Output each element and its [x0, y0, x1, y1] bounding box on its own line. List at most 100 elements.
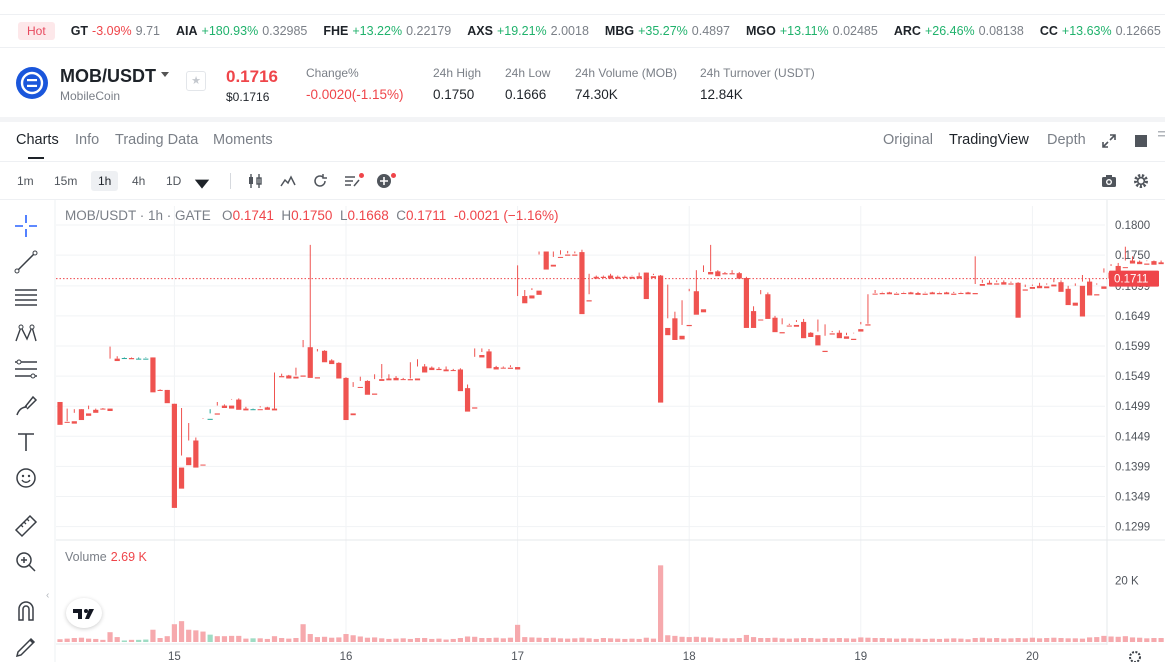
time-tick-label: 20: [1026, 651, 1039, 662]
settings-gear-icon[interactable]: [1132, 172, 1150, 190]
interval-1m[interactable]: 1m: [17, 174, 34, 188]
volume-bar: [1044, 638, 1050, 642]
volume-bar: [851, 638, 857, 642]
candle-type-icon[interactable]: [246, 172, 264, 190]
replay-icon[interactable]: [311, 172, 329, 190]
ticker-item[interactable]: FHE +13.22% 0.22179: [323, 24, 451, 38]
ticker-change: +13.11%: [779, 24, 829, 38]
hot-label[interactable]: Hot: [18, 22, 55, 40]
stat-value: 74.30K: [575, 87, 618, 102]
volume-bar: [293, 638, 299, 642]
volume-bar: [865, 637, 871, 642]
volume-bar: [779, 638, 785, 642]
ticker-symbol: MGO: [746, 24, 776, 38]
candle-body: [93, 409, 99, 413]
candle-body: [708, 271, 714, 275]
volume-bar: [600, 638, 606, 642]
volume-bar: [793, 638, 800, 642]
brush-icon[interactable]: [13, 393, 39, 419]
layout-single-icon[interactable]: [1134, 134, 1148, 148]
alerts-icon[interactable]: [343, 172, 361, 190]
time-tick-label: 15: [168, 651, 181, 662]
candle-body: [722, 273, 728, 275]
time-tick-label: 16: [340, 651, 353, 662]
candle-body: [579, 252, 585, 315]
emoji-icon[interactable]: [13, 465, 39, 491]
candle-body: [879, 293, 885, 295]
ticker-item[interactable]: GT -3.09% 9.71: [71, 24, 160, 38]
fullscreen-icon[interactable]: [1102, 134, 1116, 148]
ticker-price: 0.02485: [832, 24, 878, 38]
indicators-icon[interactable]: [279, 172, 297, 190]
volume-bar: [808, 638, 814, 642]
tab-moments[interactable]: Moments: [213, 132, 273, 148]
ticker-item[interactable]: ARC +26.46% 0.08138: [894, 24, 1024, 38]
tab-charts[interactable]: Charts: [16, 132, 59, 148]
candle-body: [1094, 294, 1100, 296]
volume-bar: [679, 636, 685, 642]
horizontal-lines-icon[interactable]: [13, 285, 39, 311]
notification-dot: [359, 173, 364, 178]
tab-info[interactable]: Info: [75, 132, 100, 148]
fib-retracement-icon[interactable]: [13, 357, 39, 383]
ticker-symbol: MBG: [604, 24, 635, 38]
candle-body: [1001, 282, 1007, 285]
magnet-icon[interactable]: [13, 598, 39, 624]
pattern-icon[interactable]: [13, 321, 39, 347]
pair-name[interactable]: MOB/USDT: [60, 66, 156, 86]
ticker-change: +19.21%: [496, 24, 547, 38]
tradingview-logo-icon[interactable]: [66, 598, 102, 628]
candle-body: [944, 292, 950, 295]
candle-body: [622, 276, 628, 278]
volume-bar: [1015, 638, 1021, 642]
ruler-icon[interactable]: [13, 513, 39, 539]
candle-body: [1087, 281, 1093, 296]
interval-1d[interactable]: 1D: [166, 174, 182, 188]
lock-drawing-icon[interactable]: [13, 634, 39, 660]
favorite-star-icon[interactable]: ★: [186, 71, 206, 91]
interval-4h[interactable]: 4h: [132, 174, 146, 188]
trend-line-icon[interactable]: [13, 249, 39, 275]
collapse-toolbar-icon[interactable]: ‹: [46, 590, 50, 601]
ticker-item[interactable]: MBG +35.27% 0.4897: [605, 24, 730, 38]
interval-1h[interactable]: 1h: [91, 171, 119, 191]
pair-dropdown-icon[interactable]: [161, 72, 169, 77]
volume-bar: [1129, 637, 1136, 642]
candle-body: [128, 358, 135, 360]
volume-bar: [822, 638, 828, 642]
interval-15m[interactable]: 15m: [54, 174, 78, 188]
zoom-in-icon[interactable]: [13, 549, 39, 575]
ticker-change: -3.09%: [92, 24, 132, 38]
candle-body: [565, 254, 571, 256]
layout-list-icon[interactable]: [1157, 130, 1165, 142]
add-icon[interactable]: [375, 172, 393, 190]
view-depth[interactable]: Depth: [1047, 132, 1086, 148]
volume-bar: [1029, 637, 1035, 642]
ticker-item[interactable]: AIA +180.93% 0.32985: [176, 24, 307, 38]
candle-body: [114, 358, 120, 362]
view-original[interactable]: Original: [883, 132, 933, 148]
ticker-change: +26.46%: [924, 24, 975, 38]
timezone-settings-icon[interactable]: [1127, 648, 1143, 662]
tab-trading-data[interactable]: Trading Data: [115, 132, 199, 148]
view-tradingview[interactable]: TradingView: [949, 132, 1029, 148]
ticker-item[interactable]: MGO +13.11% 0.02485: [746, 24, 878, 38]
candle-body: [472, 407, 478, 409]
crosshair-icon[interactable]: [13, 213, 39, 239]
notification-dot: [391, 173, 396, 178]
candle-body: [615, 276, 621, 279]
candle-body: [136, 358, 142, 360]
interval-dropdown-icon[interactable]: [193, 176, 211, 194]
ticker-item[interactable]: AXS +19.21% 2.0018: [467, 24, 589, 38]
volume-bar: [314, 637, 320, 642]
candle-body: [851, 338, 857, 340]
candlestick-chart[interactable]: 0.18000.17500.16990.16490.15990.15490.14…: [0, 200, 1165, 662]
candle-body: [951, 293, 957, 295]
candle-body: [758, 319, 764, 321]
camera-icon[interactable]: [1100, 172, 1118, 190]
text-tool-icon[interactable]: [13, 429, 39, 455]
market-header: MOB/USDT MobileCoin ★ 0.1716 $0.1716 Cha…: [0, 55, 1165, 117]
volume-bar: [1094, 637, 1100, 642]
candle-body: [436, 368, 442, 371]
ticker-item[interactable]: CC +13.63% 0.12665: [1040, 24, 1161, 38]
